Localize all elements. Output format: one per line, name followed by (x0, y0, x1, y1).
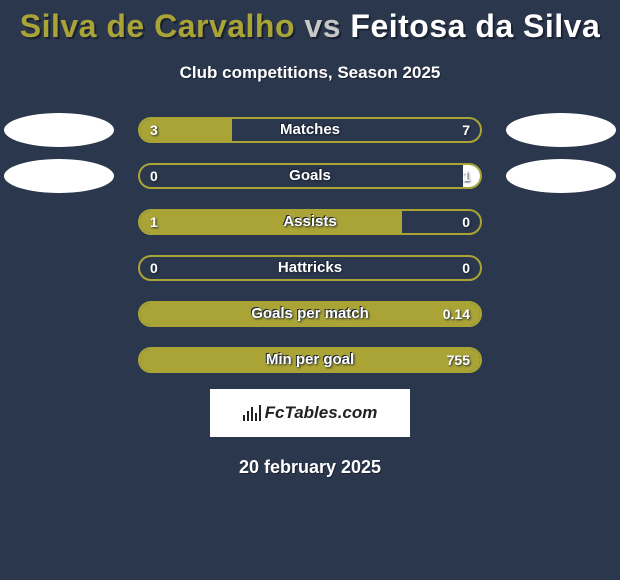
bar-track: 10Assists (138, 209, 482, 235)
bar-value-left: 0 (140, 165, 168, 187)
bar-track: 0.14Goals per match (138, 301, 482, 327)
bar-value-right: 7 (452, 119, 480, 141)
logo-box: FcTables.com (210, 389, 410, 437)
comparison-chart: 37Matches01Goals10Assists00Hattricks0.14… (0, 113, 620, 377)
bar-label: Goals (140, 165, 480, 187)
page-title: Silva de Carvalho vs Feitosa da Silva (0, 0, 620, 45)
stat-row: 755Min per goal (0, 343, 620, 377)
bar-track: 0 0Hattricks (138, 255, 482, 281)
stat-row: 0.14Goals per match (0, 297, 620, 331)
bar-value-left: 0 (140, 257, 168, 279)
bar-fill-right (463, 165, 480, 187)
bar-fill-left (140, 211, 402, 233)
subtitle: Club competitions, Season 2025 (0, 63, 620, 83)
bar-track: 755Min per goal (138, 347, 482, 373)
site-logo: FcTables.com (243, 403, 378, 423)
bar-value-right: 0 (452, 257, 480, 279)
title-player2: Feitosa da Silva (350, 8, 600, 44)
bar-fill-left (140, 119, 232, 141)
bar-track: 01Goals (138, 163, 482, 189)
avatar-right (506, 159, 616, 193)
bar-value-right: 0 (452, 211, 480, 233)
title-vs: vs (304, 8, 341, 44)
avatar-left (4, 113, 114, 147)
stat-row: 0 0Hattricks (0, 251, 620, 285)
title-player1: Silva de Carvalho (20, 8, 295, 44)
bar-label: Hattricks (140, 257, 480, 279)
date-text: 20 february 2025 (0, 457, 620, 478)
avatar-left (4, 159, 114, 193)
stat-row: 37Matches (0, 113, 620, 147)
bar-fill-left (140, 349, 480, 371)
avatar-right (506, 113, 616, 147)
logo-text: FcTables.com (265, 403, 378, 423)
bar-fill-left (140, 303, 480, 325)
stat-row: 10Assists (0, 205, 620, 239)
bar-chart-icon (243, 405, 261, 421)
bar-track: 37Matches (138, 117, 482, 143)
stat-row: 01Goals (0, 159, 620, 193)
